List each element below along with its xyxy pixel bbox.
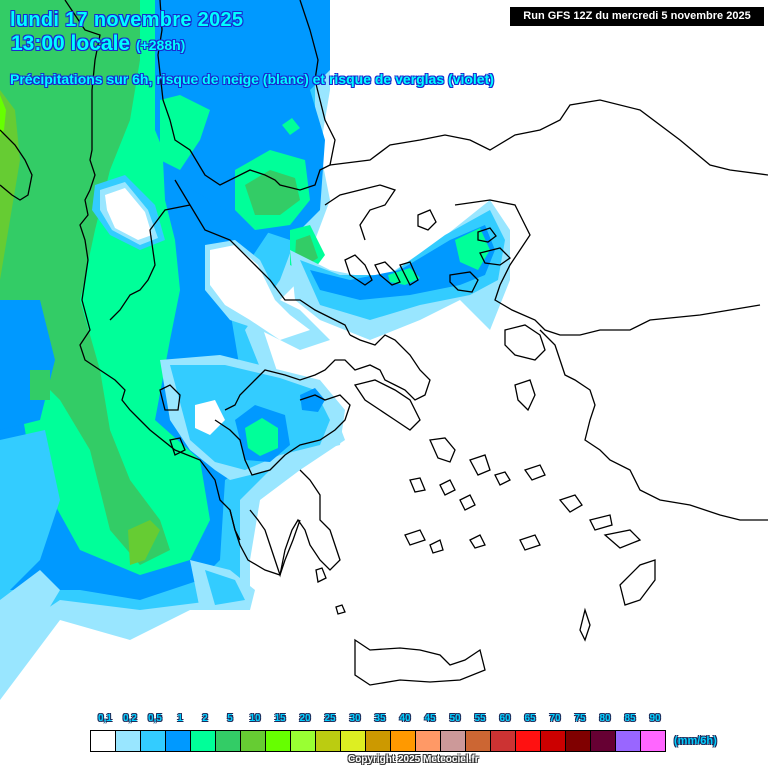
forecast-offset: (+288h): [135, 37, 186, 53]
legend-swatch: [516, 731, 541, 751]
forecast-time: 13:00 locale (+288h): [11, 32, 185, 56]
run-banner: Run GFS 12Z du mercredi 5 novembre 2025: [510, 7, 764, 26]
legend-tick-label: 35: [374, 713, 386, 724]
legend-swatch: [591, 731, 616, 751]
legend-swatch: [441, 731, 466, 751]
legend-tick-label: 5: [227, 713, 233, 724]
precip-field-aegean-north: [290, 200, 510, 340]
legend-swatch: [216, 731, 241, 751]
precip-field-north: [155, 0, 330, 275]
precipitation-legend: [90, 730, 666, 752]
legend-swatch: [491, 731, 516, 751]
legend-tick-label: 20: [299, 713, 311, 724]
legend-tick-label: 70: [549, 713, 561, 724]
precip-field-gulf: [160, 355, 345, 480]
legend-swatch: [466, 731, 491, 751]
legend-swatch: [241, 731, 266, 751]
legend-swatch: [366, 731, 391, 751]
legend-unit: (mm/6h): [674, 735, 717, 747]
legend-tick-label: 1: [177, 713, 183, 724]
legend-swatch: [616, 731, 641, 751]
legend-tick-label: 80: [599, 713, 611, 724]
legend-tick-label: 2: [202, 713, 208, 724]
map-subtitle: Précipitations sur 6h, risque de neige (…: [10, 71, 494, 87]
legend-tick-label: 30: [349, 713, 361, 724]
legend-tick-label: 25: [324, 713, 336, 724]
precip-field-ionian-south: [190, 560, 255, 610]
legend-tick-label: 55: [474, 713, 486, 724]
copyright: Copyright 2025 Meteociel.fr: [348, 754, 479, 765]
legend-swatch: [641, 731, 665, 751]
legend-swatch: [291, 731, 316, 751]
legend-tick-label: 15: [274, 713, 286, 724]
legend-swatch: [166, 731, 191, 751]
legend-swatch: [266, 731, 291, 751]
legend-tick-label: 65: [524, 713, 536, 724]
snow-area-albania: [92, 175, 165, 250]
legend-tick-label: 85: [624, 713, 636, 724]
legend-swatch: [541, 731, 566, 751]
legend-swatch: [416, 731, 441, 751]
legend-tick-label: 0,5: [148, 713, 162, 724]
legend-tick-label: 50: [449, 713, 461, 724]
legend-tick-label: 90: [649, 713, 661, 724]
legend-swatch: [566, 731, 591, 751]
forecast-time-value: 13:00 locale: [11, 32, 131, 55]
legend-swatch: [91, 731, 116, 751]
legend-swatch: [141, 731, 166, 751]
legend-swatch: [116, 731, 141, 751]
legend-swatch: [316, 731, 341, 751]
coastlines: [0, 0, 768, 686]
legend-tick-label: 10: [249, 713, 261, 724]
legend-tick-label: 40: [399, 713, 411, 724]
snow-area-macedonia: [205, 240, 330, 350]
legend-swatch: [391, 731, 416, 751]
legend-tick-label: 60: [499, 713, 511, 724]
legend-tick-label: 0,1: [98, 713, 112, 724]
legend-swatch: [341, 731, 366, 751]
legend-tick-label: 0,2: [123, 713, 137, 724]
legend-tick-label: 75: [574, 713, 586, 724]
legend-swatch: [191, 731, 216, 751]
legend-tick-label: 45: [424, 713, 436, 724]
forecast-date: lundi 17 novembre 2025: [10, 9, 244, 31]
